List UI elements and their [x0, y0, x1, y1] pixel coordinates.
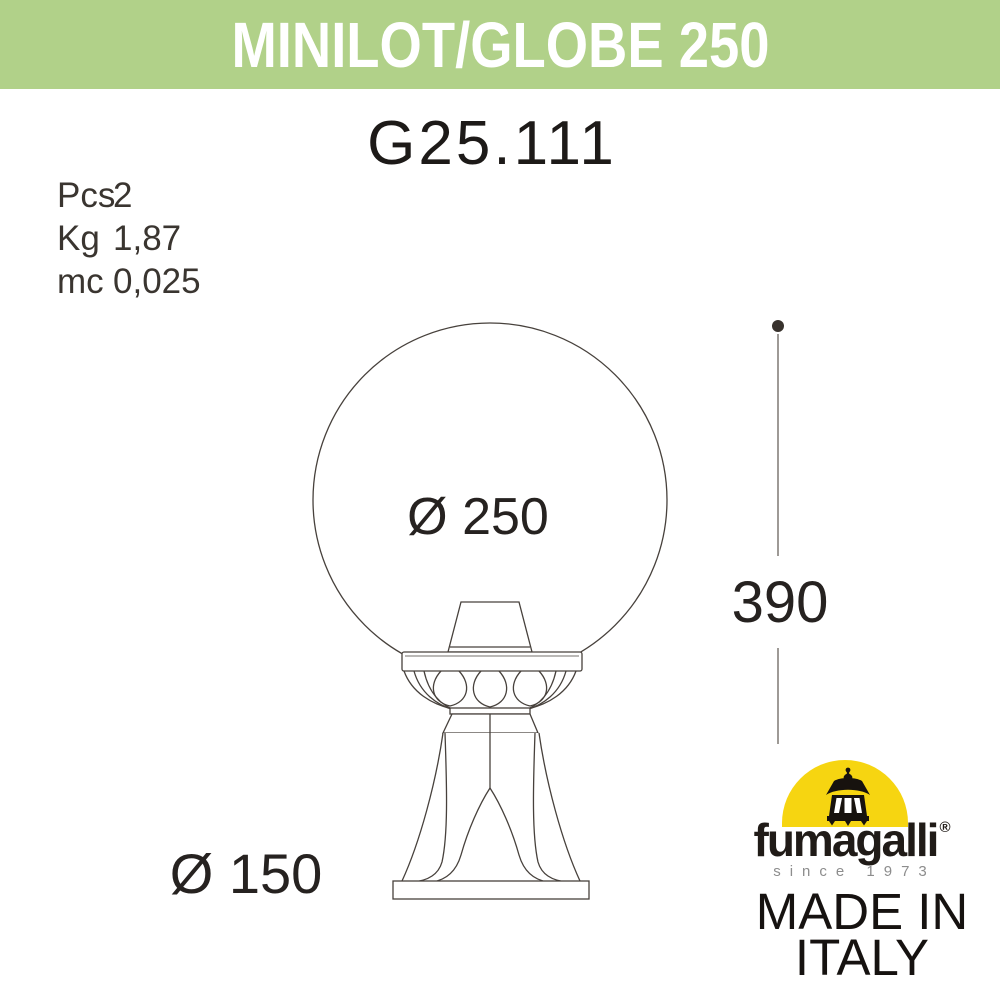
spec-value: 2 — [113, 176, 133, 215]
logo-artwork — [782, 760, 908, 827]
spec-label: Kg — [57, 219, 100, 258]
lamp-rim — [401, 651, 583, 672]
brand-wordmark: fumagalli ® — [741, 813, 961, 867]
spec-label: mc — [57, 262, 104, 301]
italy-line: ITALY — [794, 929, 930, 986]
neck-band — [449, 707, 531, 715]
brand-tagline: since 1973 — [773, 863, 936, 880]
height-dimension-label: 390 — [731, 570, 829, 635]
spec-list: Pcs 2 Kg 1,87 mc 0,025 — [57, 174, 201, 303]
spec-row-pcs: Pcs 2 — [57, 174, 201, 217]
registered-trademark: ® — [939, 819, 951, 836]
pedestal-column — [401, 714, 581, 883]
pedestal-column-silhouette — [402, 733, 580, 881]
globe-diameter-label: Ø 250 — [407, 488, 549, 546]
product-code: G25.111 — [367, 109, 617, 178]
brand-name: fumagalli — [753, 814, 940, 866]
spec-value: 1,87 — [113, 219, 182, 258]
base-diameter-label: Ø 150 — [169, 842, 323, 905]
spec-row-kg: Kg 1,87 — [57, 217, 201, 260]
lamp-collar — [447, 601, 533, 653]
lantern-icon — [826, 767, 870, 826]
product-family-title: MINILOT/GLOBE 250 — [230, 8, 770, 81]
spec-value: 0,025 — [113, 262, 201, 301]
made-in-line: MADE IN — [755, 883, 969, 940]
spec-row-mc: mc 0,025 — [57, 260, 201, 303]
pedestal-scroll-silhouette — [404, 671, 576, 714]
product-family-banner: MINILOT/GLOBE 250 — [0, 0, 1000, 89]
height-dimension — [772, 320, 784, 744]
fumagalli-logo: fumagalli ® since 1973 MADE IN ITALY — [730, 755, 990, 995]
spec-label: Pcs — [57, 176, 116, 215]
logo-dome — [782, 760, 908, 827]
dimension-dot — [772, 320, 784, 332]
base-plinth — [392, 880, 590, 900]
